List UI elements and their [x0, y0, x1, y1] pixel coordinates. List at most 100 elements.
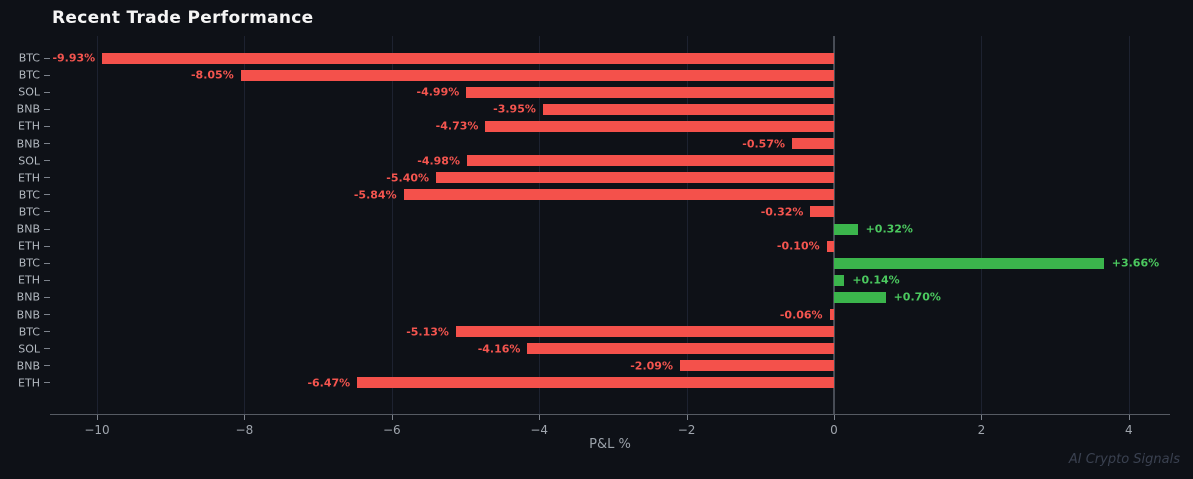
- y-tick-label: SOL: [18, 154, 40, 168]
- value-label: -0.06%: [779, 308, 823, 321]
- y-tick-label: BNB: [16, 137, 40, 150]
- value-label: -0.57%: [742, 137, 785, 150]
- y-tick-mark: [44, 108, 50, 110]
- gridline: [539, 36, 541, 414]
- y-tick-label: ETH: [18, 171, 40, 185]
- value-label: +0.14%: [852, 273, 900, 287]
- x-tick-label: −10: [84, 423, 110, 437]
- bar: [455, 326, 834, 338]
- x-axis-title: P&L %: [589, 437, 631, 452]
- watermark: AI Crypto Signals: [1068, 452, 1180, 467]
- y-tick-mark: [44, 177, 50, 179]
- x-tick-mark: [981, 415, 983, 420]
- bar: [466, 155, 834, 167]
- gridline: [981, 36, 983, 414]
- bar: [436, 172, 834, 184]
- y-tick-label: BNB: [16, 222, 40, 236]
- x-tick-label: 0: [830, 423, 838, 437]
- value-label: -9.93%: [52, 51, 96, 65]
- y-tick-label: ETH: [18, 119, 40, 133]
- bar: [834, 257, 1104, 269]
- bar: [466, 86, 834, 98]
- gridline: [1128, 36, 1130, 414]
- y-tick-label: BTC: [18, 205, 40, 219]
- x-tick-mark: [686, 415, 688, 420]
- y-tick-mark: [44, 348, 50, 350]
- gridline: [97, 36, 98, 414]
- x-tick-label: −2: [677, 423, 696, 437]
- gridline: [391, 36, 393, 414]
- y-tick-mark: [44, 314, 50, 315]
- y-tick-label: ETH: [18, 239, 40, 253]
- y-tick-mark: [44, 143, 50, 144]
- y-tick-label: SOL: [18, 342, 40, 356]
- x-tick-mark: [97, 415, 98, 420]
- bar: [810, 206, 834, 218]
- y-tick-label: BNB: [16, 308, 40, 321]
- bar: [240, 69, 834, 81]
- y-tick-mark: [44, 160, 50, 162]
- bar: [791, 138, 834, 149]
- bar: [826, 240, 834, 252]
- y-tick-mark: [44, 125, 50, 127]
- y-tick-label: BNB: [16, 102, 40, 116]
- x-tick-mark: [539, 415, 541, 420]
- value-label: -4.98%: [417, 154, 460, 168]
- value-label: -6.47%: [307, 376, 351, 390]
- value-label: -4.99%: [416, 85, 460, 99]
- chart-title: Recent Trade Performance: [52, 8, 314, 28]
- y-tick-mark: [44, 91, 50, 93]
- bar: [679, 360, 834, 372]
- bar: [834, 291, 886, 303]
- x-axis-line: [50, 414, 1170, 415]
- x-tick-mark: [391, 415, 393, 420]
- y-tick-label: ETH: [18, 376, 40, 390]
- x-tick-label: −8: [235, 423, 254, 437]
- y-tick-label: BTC: [18, 325, 40, 339]
- x-tick-label: −4: [530, 423, 549, 437]
- y-tick-mark: [44, 365, 50, 367]
- y-tick-label: BTC: [18, 188, 40, 202]
- value-label: -4.16%: [477, 342, 521, 356]
- x-tick-mark: [244, 415, 246, 420]
- bar: [527, 343, 834, 355]
- value-label: -0.10%: [776, 239, 820, 253]
- y-tick-label: ETH: [18, 273, 40, 287]
- y-tick-label: BNB: [16, 359, 40, 373]
- value-label: +0.70%: [893, 290, 941, 304]
- y-tick-mark: [44, 279, 50, 281]
- value-label: -5.40%: [386, 171, 430, 185]
- value-label: -5.13%: [406, 325, 449, 339]
- gridline: [686, 36, 688, 414]
- y-tick-label: SOL: [18, 85, 40, 99]
- y-tick-label: BTC: [18, 256, 40, 270]
- value-label: -5.84%: [353, 188, 397, 202]
- bar: [834, 274, 845, 286]
- y-tick-label: BTC: [18, 68, 40, 82]
- y-tick-mark: [44, 211, 50, 213]
- y-tick-label: BNB: [16, 290, 40, 304]
- x-tick-label: 2: [977, 423, 986, 437]
- gridline: [244, 36, 246, 414]
- x-tick-label: −6: [382, 423, 401, 437]
- y-tick-mark: [44, 194, 50, 196]
- y-tick-mark: [44, 57, 50, 59]
- y-tick-mark: [44, 382, 50, 384]
- bar: [485, 120, 834, 132]
- bar: [542, 103, 834, 115]
- x-tick-label: 4: [1124, 423, 1133, 437]
- value-label: -2.09%: [630, 359, 673, 373]
- bar: [403, 189, 834, 201]
- value-label: -0.32%: [760, 205, 804, 219]
- y-tick-mark: [44, 331, 50, 333]
- x-tick-mark: [834, 415, 835, 420]
- value-label: +0.32%: [865, 222, 913, 236]
- bar: [829, 309, 834, 320]
- y-tick-label: BTC: [18, 51, 40, 65]
- value-label: +3.66%: [1111, 256, 1160, 270]
- y-tick-mark: [44, 296, 50, 298]
- value-label: -8.05%: [190, 68, 234, 82]
- value-label: -3.95%: [493, 102, 536, 116]
